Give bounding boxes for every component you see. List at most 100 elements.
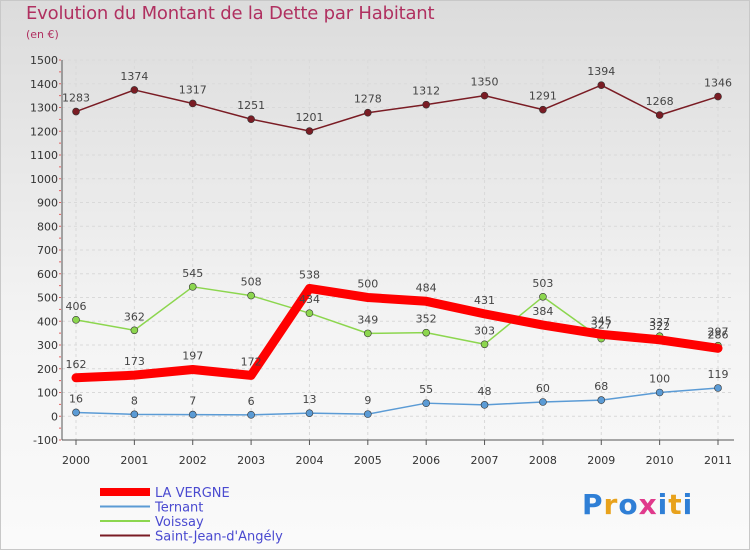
data-label: 538 xyxy=(299,268,320,281)
data-point xyxy=(597,81,606,89)
data-point xyxy=(538,321,547,330)
x-tick-label: 2008 xyxy=(529,454,557,467)
chart-title: Evolution du Montant de la Dette par Hab… xyxy=(26,3,435,24)
data-point xyxy=(480,91,489,100)
data-label: 1317 xyxy=(179,83,207,96)
y-tick-label: 300 xyxy=(37,339,58,352)
x-tick-label: 2006 xyxy=(412,454,440,467)
data-point xyxy=(247,371,256,380)
data-point xyxy=(130,86,139,94)
data-point xyxy=(364,329,372,338)
data-label: 286 xyxy=(708,328,729,341)
y-tick-label: 900 xyxy=(37,197,58,210)
data-label: 508 xyxy=(241,276,262,289)
legend-label: Voissay xyxy=(155,515,204,530)
data-label: 8 xyxy=(131,394,138,407)
legend-label: Ternant xyxy=(154,501,203,516)
data-label: 16 xyxy=(69,392,83,405)
data-label: 345 xyxy=(591,314,612,327)
data-point xyxy=(539,292,547,301)
data-label: 1394 xyxy=(587,65,615,78)
data-label: 337 xyxy=(649,316,670,329)
data-label: 100 xyxy=(649,373,670,386)
data-label: 1201 xyxy=(295,111,323,124)
data-label: 303 xyxy=(474,324,495,337)
data-point xyxy=(655,335,664,344)
data-point xyxy=(247,115,255,123)
y-tick-label: 400 xyxy=(37,315,58,328)
data-label: 9 xyxy=(364,394,371,407)
data-label: 173 xyxy=(124,355,145,368)
logo-letter: P xyxy=(582,488,604,521)
y-tick-label: -100 xyxy=(33,434,58,447)
data-label: 7 xyxy=(189,395,196,408)
y-tick-label: 100 xyxy=(37,387,58,400)
data-label: 545 xyxy=(182,267,203,280)
logo-letter: o xyxy=(618,488,639,521)
x-tick-label: 2007 xyxy=(471,454,499,467)
proxiti-logo: Proxiti xyxy=(582,488,693,521)
data-label: 119 xyxy=(708,368,729,381)
data-point xyxy=(714,92,722,101)
data-point xyxy=(422,399,430,407)
data-point xyxy=(422,100,430,109)
data-point xyxy=(422,297,431,306)
data-label: 13 xyxy=(302,393,316,406)
data-point xyxy=(247,411,255,419)
series-line-1 xyxy=(75,387,719,416)
data-point xyxy=(305,284,314,293)
data-point xyxy=(363,293,372,302)
data-label: 55 xyxy=(419,383,433,396)
data-point xyxy=(130,326,139,335)
data-point xyxy=(655,111,664,119)
data-label: 384 xyxy=(532,305,553,318)
data-point xyxy=(72,408,80,417)
data-point xyxy=(130,410,139,419)
x-tick-label: 2005 xyxy=(354,454,382,467)
data-label: 500 xyxy=(357,278,378,291)
data-point xyxy=(539,105,547,114)
legend: LA VERGNETernantVoissaySaint-Jean-d'Angé… xyxy=(100,486,283,545)
data-point xyxy=(305,309,314,317)
data-label: 322 xyxy=(649,320,670,333)
data-point xyxy=(364,410,372,418)
data-label: 1268 xyxy=(646,95,674,108)
logo-letter: t xyxy=(668,488,683,521)
data-point xyxy=(72,316,80,324)
y-tick-label: 1300 xyxy=(30,102,58,115)
x-tick-label: 2004 xyxy=(295,454,323,467)
data-point xyxy=(188,410,197,419)
data-label: 1312 xyxy=(412,85,440,98)
y-tick-label: 0 xyxy=(51,410,58,423)
data-label: 197 xyxy=(182,349,203,362)
data-point xyxy=(655,388,664,397)
data-label: 431 xyxy=(474,294,495,307)
data-point xyxy=(72,107,80,116)
data-label: 48 xyxy=(478,385,492,398)
data-point xyxy=(188,365,197,374)
data-point xyxy=(480,309,489,318)
data-label: 352 xyxy=(416,313,437,326)
data-label: 162 xyxy=(66,358,87,371)
data-label: 1251 xyxy=(237,99,265,112)
y-tick-label: 500 xyxy=(37,292,58,305)
data-point xyxy=(305,409,314,417)
series-line-3 xyxy=(75,84,719,132)
data-label: 1278 xyxy=(354,93,382,106)
data-point xyxy=(714,384,722,392)
y-tick-label: 1000 xyxy=(30,173,58,186)
series-line-0 xyxy=(71,283,723,383)
y-tick-label: 1100 xyxy=(30,149,58,162)
data-label: 484 xyxy=(416,281,437,294)
data-label: 349 xyxy=(357,313,378,326)
x-tick-label: 2010 xyxy=(646,454,674,467)
data-point xyxy=(597,330,606,339)
y-tick-label: 800 xyxy=(37,220,58,233)
data-point xyxy=(480,340,489,349)
legend-label: Saint-Jean-d'Angély xyxy=(155,530,283,545)
grid-lines xyxy=(62,59,734,441)
legend-label: LA VERGNE xyxy=(155,486,230,501)
x-tick-label: 2011 xyxy=(704,454,732,467)
